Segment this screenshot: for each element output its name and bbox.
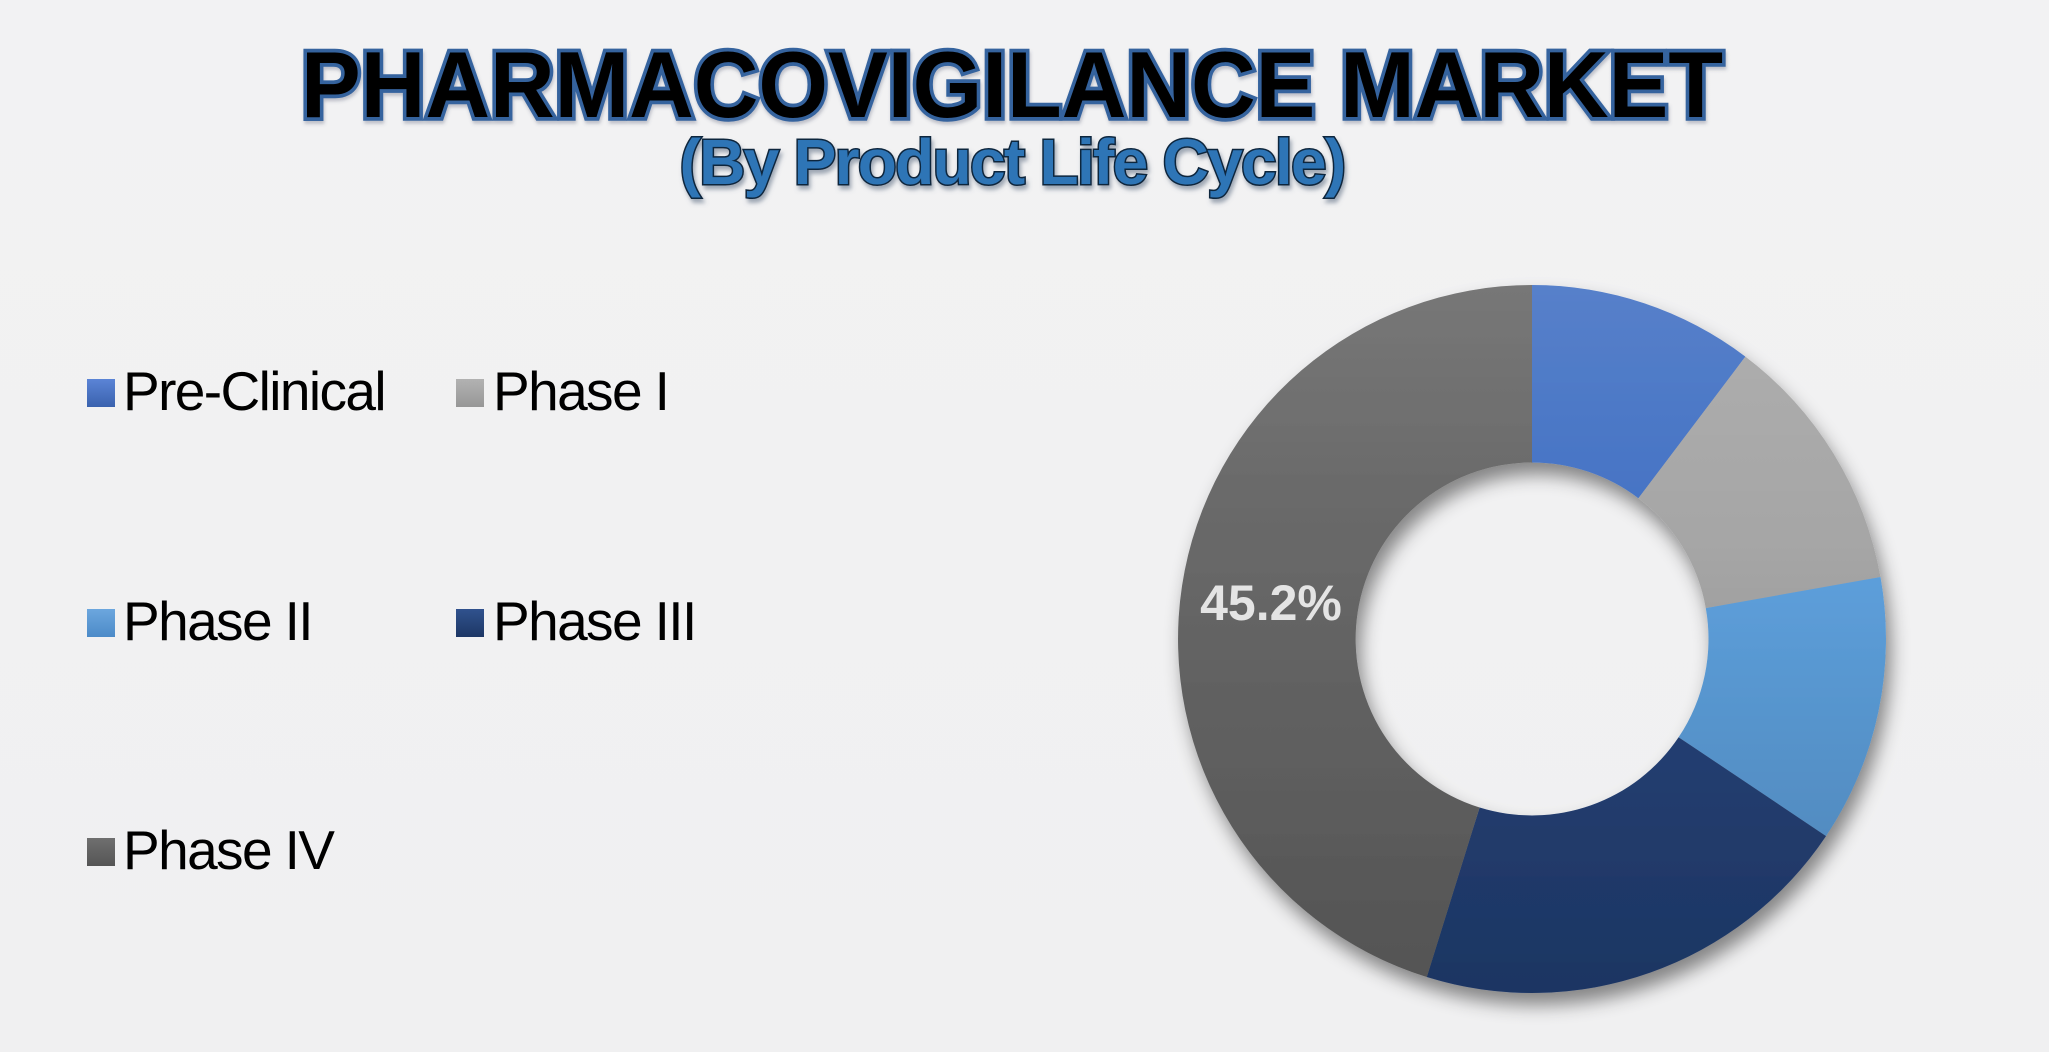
svg-text:45.2%: 45.2%	[1200, 575, 1342, 631]
svg-text:Phase III: Phase III	[493, 590, 696, 652]
svg-text:Phase II: Phase II	[123, 590, 312, 652]
svg-text:(By Product Life Cycle): (By Product Life Cycle)	[679, 126, 1344, 198]
svg-text:Phase I: Phase I	[493, 360, 668, 422]
svg-text:PHARMACOVIGILANCE MARKET: PHARMACOVIGILANCE MARKET	[301, 32, 1723, 137]
svg-text:Pre-Clinical: Pre-Clinical	[123, 360, 385, 422]
svg-text:Phase IV: Phase IV	[123, 819, 335, 881]
